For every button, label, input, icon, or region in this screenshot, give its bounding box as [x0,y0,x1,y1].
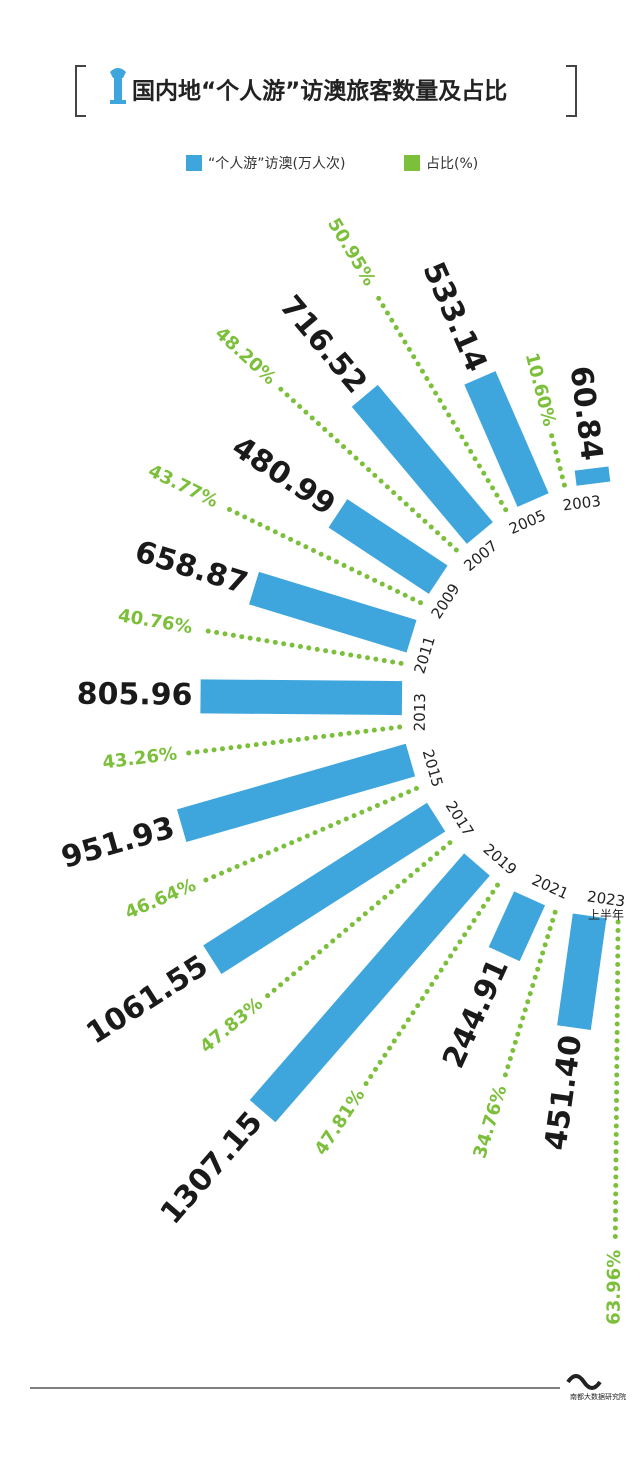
value-label: 658.87 [131,534,252,601]
bar [574,466,611,486]
legend-label: 占比(%) [426,156,478,172]
category-label: 2015 [419,747,447,789]
value-label: 1307.15 [154,1105,270,1231]
share-line [182,724,403,756]
logo [566,1374,602,1390]
share-label: 40.76% [117,605,194,638]
source: 南都大数据研究院 [570,1392,626,1401]
share-label: 46.64% [122,875,199,924]
category-label: 2013 [411,693,429,731]
value-label: 533.14 [415,257,493,377]
share-line [197,627,404,666]
value-label: 716.52 [273,289,374,400]
bar [488,891,546,962]
share-label: 47.81% [311,1085,370,1159]
bar [203,802,446,975]
title-bracket [75,65,577,117]
share-label: 10.60% [521,351,560,429]
bar [557,913,607,1030]
category-label: 2021 [529,871,571,903]
bar [249,853,490,1123]
value-label: 451.40 [538,1033,589,1153]
share-label: 43.26% [101,743,178,773]
share-label: 50.95% [323,215,380,290]
share-line [221,504,423,606]
share-line [200,786,419,885]
legend-swatch [404,155,420,171]
share-label: 63.96% [604,1250,626,1325]
legend-label: “个人游”访澳(万人次) [208,156,345,172]
bar [200,679,403,716]
value-label: 1061.55 [80,948,214,1051]
value-label: 60.84 [563,364,609,462]
legend-swatch [186,155,202,171]
value-label: 244.91 [436,954,516,1074]
category-label: 2003 [562,492,602,515]
value-label: 480.99 [226,430,342,523]
bar [328,499,448,594]
share-line [276,384,459,553]
category-label: 2023 [586,887,626,910]
bar [464,371,549,507]
bar [249,571,417,653]
share-line [371,288,509,513]
share-line [612,919,621,1245]
share-line [264,840,453,999]
category-label: 2005 [506,506,548,538]
category-note: 上半年 [588,908,624,922]
share-line [501,909,558,1082]
share-line [363,882,500,1087]
bar [351,384,493,544]
share-label: 47.83% [196,993,267,1057]
share-label: 43.77% [145,460,222,512]
category-label: 2017 [442,798,478,840]
share-label: 48.20% [211,323,280,389]
value-label: 951.93 [58,810,179,876]
bar [176,743,416,843]
legend: “个人游”访澳(万人次) 占比(%) [186,155,478,172]
value-label: 805.96 [77,677,193,713]
share-label: 34.76% [469,1083,511,1161]
chart-title: 国内地“个人游”访澳旅客数量及占比 [132,78,507,105]
share-line [548,431,567,488]
category-label: 2011 [410,634,438,676]
title-icon [110,68,126,104]
